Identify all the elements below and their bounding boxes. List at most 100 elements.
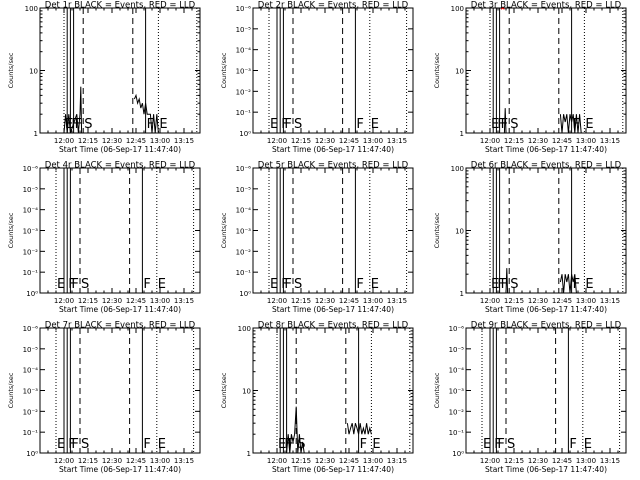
marker-label: F [497, 437, 504, 452]
y-tick-label: 10⁻² [449, 408, 465, 416]
panel-title: Det 2r BLACK = Events, RED = LLD [258, 1, 409, 11]
marker-label: S [84, 117, 92, 132]
data-series-1 [505, 268, 509, 294]
panel-title: Det 6r BLACK = Events, RED = LLD [471, 161, 622, 171]
y-tick-label: 10⁰ [26, 450, 38, 458]
marker-label: E [57, 437, 65, 452]
x-tick-label: 13:00 [150, 297, 170, 305]
y-tick-label: 10⁰ [239, 290, 251, 298]
marker-label: F [143, 277, 150, 292]
y-tick-label: 10⁻⁴ [23, 367, 39, 375]
x-tick-label: 13:00 [150, 457, 170, 465]
x-axis-label: Start Time (06-Sep-17 11:47:40) [272, 465, 394, 474]
x-tick-label: 12:00 [267, 297, 287, 305]
marker-label: E [270, 277, 278, 292]
x-tick-label: 13:15 [600, 137, 620, 145]
y-tick-label: 10⁻² [236, 88, 252, 96]
y-axis-label: Counts/sec [7, 212, 15, 248]
marker-label: F [573, 277, 580, 292]
x-tick-label: 13:15 [174, 457, 194, 465]
x-tick-label: 13:00 [363, 137, 383, 145]
y-tick-label: 10 [455, 68, 464, 76]
marker-label: F [501, 277, 508, 292]
marker-label: E [585, 277, 593, 292]
marker-label: F [360, 437, 367, 452]
marker-label: F [497, 117, 504, 132]
x-axis-label: Start Time (06-Sep-17 11:47:40) [485, 145, 607, 154]
x-tick-label: 13:15 [174, 137, 194, 145]
y-tick-label: 10⁻³ [236, 228, 252, 236]
y-tick-label: 10⁻¹ [236, 269, 252, 277]
panel-3: Det 3r BLACK = Events, RED = LLD 1 10 100 12… [433, 1, 627, 154]
y-axis-label: Counts/sec [433, 212, 441, 248]
panel-title: Det 4r BLACK = Events, RED = LLD [45, 161, 196, 171]
panel-1: Det 1r BLACK = Events, RED = LLD 1 10 100 12… [7, 1, 201, 154]
x-tick-label: 12:15 [504, 297, 524, 305]
x-tick-label: 12:30 [315, 297, 335, 305]
marker-label: E [371, 277, 379, 292]
y-axis-label: Counts/sec [433, 372, 441, 408]
marker-label: S [81, 437, 89, 452]
panel-7: Det 7r BLACK = Events, RED = LLD 10⁰ 10⁻¹ 1… [7, 321, 201, 474]
marker-label: E [584, 437, 592, 452]
x-tick-label: 12:45 [552, 297, 572, 305]
marker-label: E [65, 117, 73, 132]
y-tick-label: 10⁻² [23, 248, 39, 256]
y-tick-label: 10⁻¹ [23, 429, 39, 437]
y-tick-label: 1 [460, 290, 464, 298]
marker-label: E [491, 117, 499, 132]
x-tick-label: 12:45 [339, 457, 359, 465]
panel-6: Det 6r BLACK = Events, RED = LLD 1 10 100 12… [433, 161, 627, 314]
marker-label: F [281, 277, 288, 292]
panel-title: Det 5r BLACK = Events, RED = LLD [258, 161, 409, 171]
marker-label: S [507, 437, 515, 452]
x-tick-label: 12:30 [102, 457, 122, 465]
marker-label: F [281, 117, 288, 132]
x-axis-label: Start Time (06-Sep-17 11:47:40) [485, 465, 607, 474]
x-tick-label: 13:15 [387, 297, 407, 305]
x-tick-label: 13:00 [363, 457, 383, 465]
x-tick-label: 13:00 [576, 297, 596, 305]
marker-label: E [483, 437, 491, 452]
x-tick-label: 13:15 [174, 297, 194, 305]
panel-title: Det 8r BLACK = Events, RED = LLD [258, 321, 409, 331]
marker-label: F [68, 277, 75, 292]
y-tick-label: 10⁻⁶ [449, 325, 465, 333]
x-tick-label: 12:00 [267, 137, 287, 145]
y-tick-label: 10⁻⁶ [236, 5, 252, 13]
y-tick-label: 10⁻⁴ [236, 207, 252, 215]
data-series-2 [559, 274, 577, 294]
marker-label: E [371, 117, 379, 132]
marker-label: F [284, 437, 291, 452]
x-axis-label: Start Time (06-Sep-17 11:47:40) [59, 465, 181, 474]
y-tick-label: 10⁻³ [449, 388, 465, 396]
x-tick-label: 12:30 [315, 457, 335, 465]
x-tick-label: 12:45 [552, 457, 572, 465]
x-tick-label: 12:45 [126, 457, 146, 465]
marker-label: F [71, 437, 78, 452]
x-tick-label: 12:15 [291, 457, 311, 465]
marker-label: S [510, 277, 518, 292]
y-tick-label: 10⁻¹ [236, 109, 252, 117]
marker-label: F [356, 117, 363, 132]
y-tick-label: 1 [34, 130, 38, 138]
x-tick-label: 12:15 [504, 137, 524, 145]
y-axis-label: Counts/sec [7, 372, 15, 408]
x-tick-label: 12:30 [102, 137, 122, 145]
marker-label: E [270, 117, 278, 132]
x-tick-label: 13:15 [600, 297, 620, 305]
x-tick-label: 12:30 [528, 297, 548, 305]
x-tick-label: 12:00 [54, 457, 74, 465]
x-axis-label: Start Time (06-Sep-17 11:47:40) [485, 305, 607, 314]
y-tick-label: 10⁻⁶ [23, 165, 39, 173]
marker-label: F [569, 437, 576, 452]
marker-label: E [158, 437, 166, 452]
data-series-2 [346, 423, 372, 435]
y-tick-label: 10⁻² [236, 248, 252, 256]
panel-4: Det 4r BLACK = Events, RED = LLD 10⁰ 10⁻¹ 1… [7, 161, 201, 314]
y-tick-label: 10⁰ [26, 290, 38, 298]
marker-label: E [159, 117, 167, 132]
x-tick-label: 12:00 [267, 457, 287, 465]
x-axis-label: Start Time (06-Sep-17 11:47:40) [59, 145, 181, 154]
